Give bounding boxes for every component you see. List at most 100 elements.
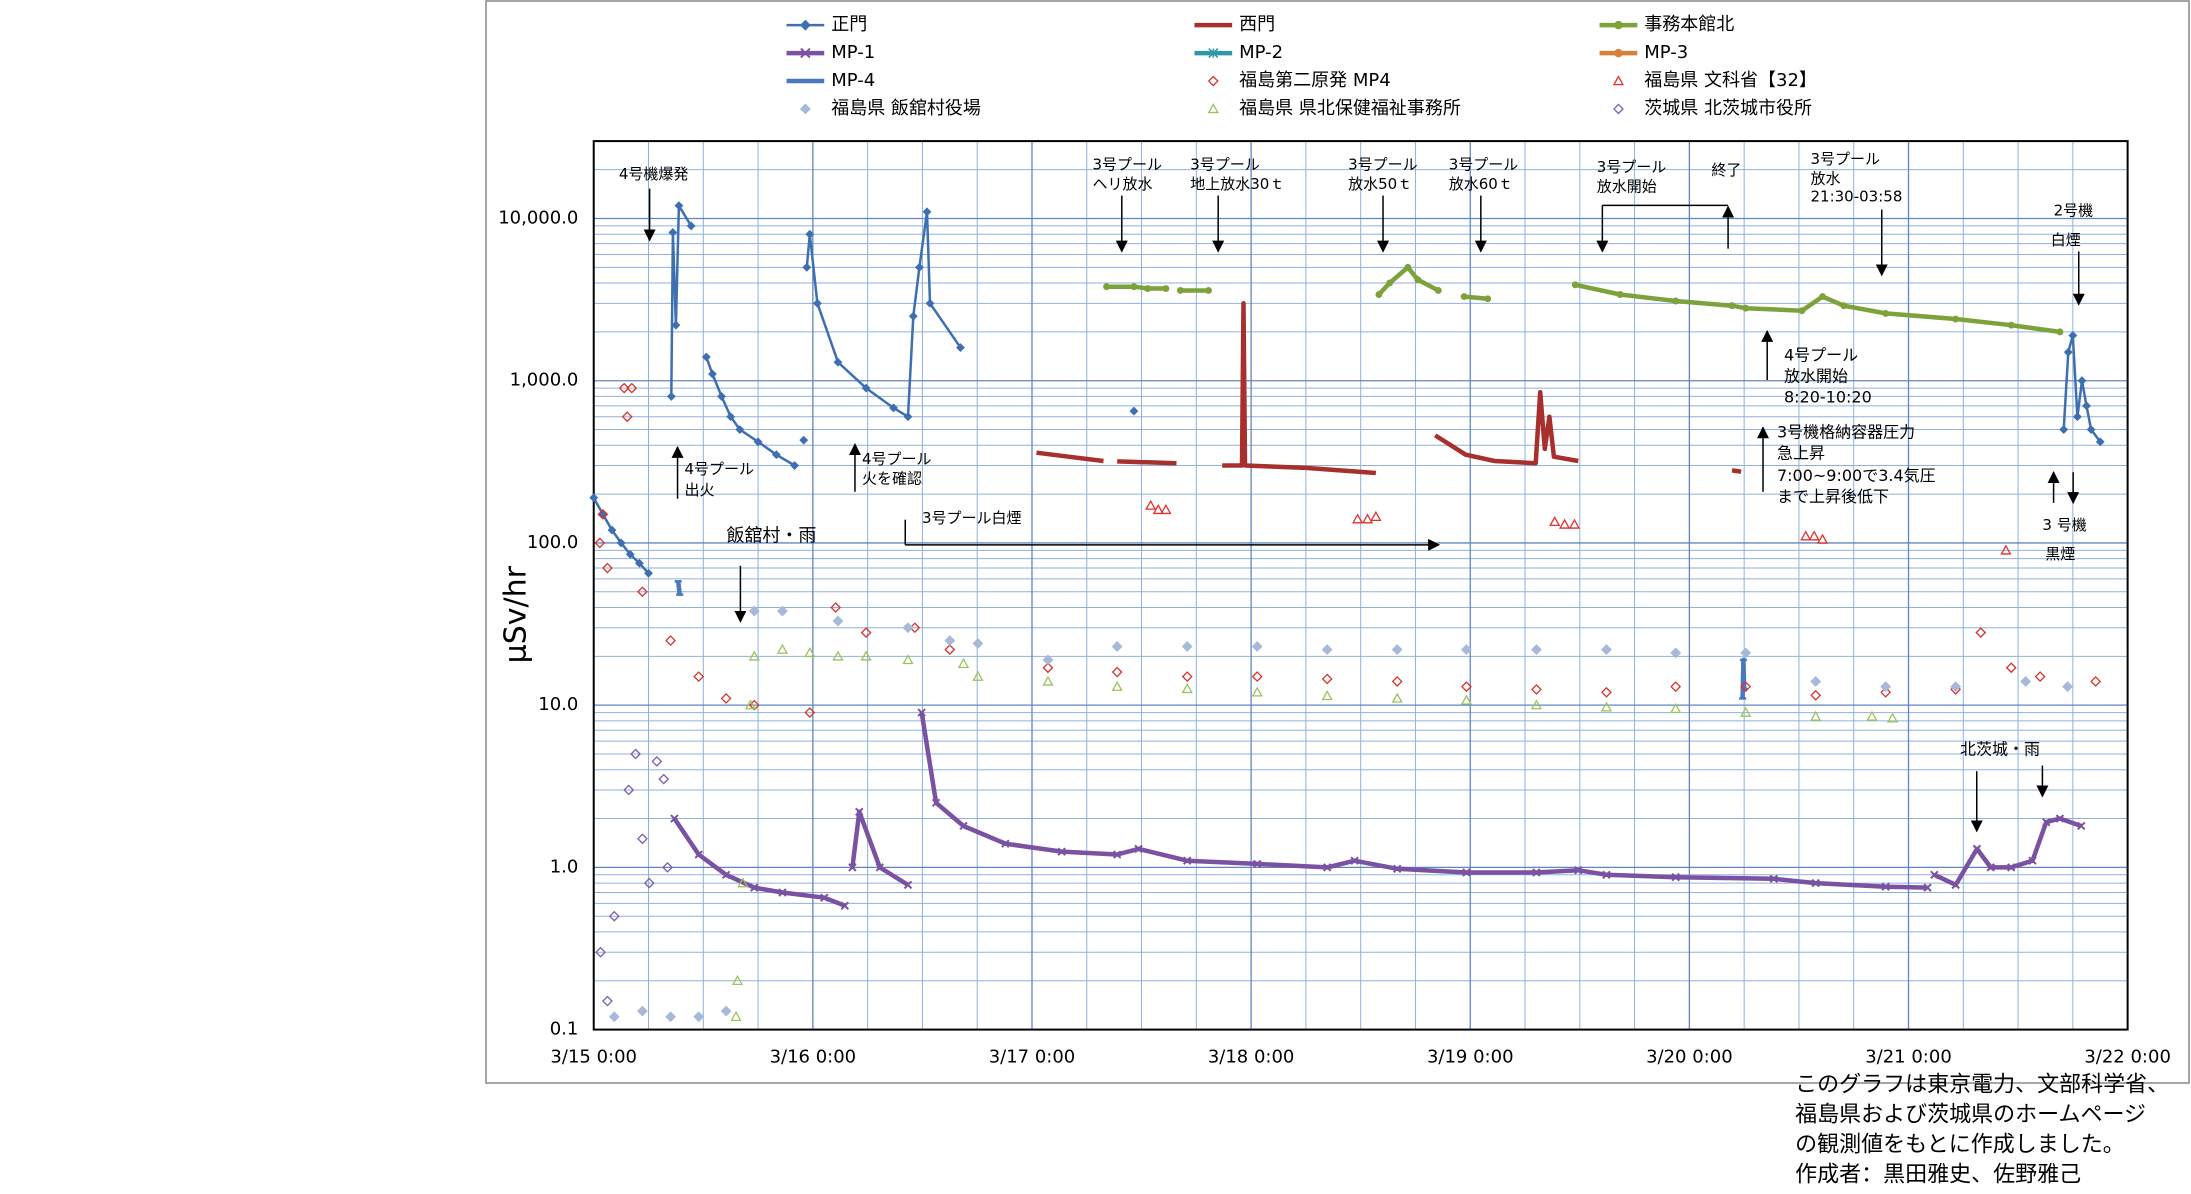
- annotation: 2号機: [2054, 201, 2094, 219]
- data-point: [1375, 291, 1383, 298]
- data-point: [1001, 839, 1010, 848]
- data-point: [902, 654, 914, 665]
- annotation: 3号機格納容器圧力: [1777, 423, 1915, 442]
- annotation: 4号プール: [685, 460, 755, 478]
- data-point: [2077, 821, 2086, 831]
- data-point: [1742, 304, 1750, 312]
- data-point: [1740, 647, 1752, 659]
- source-note: の観測値をもとに作成しました。: [1795, 1133, 2125, 1158]
- data-point: [799, 435, 809, 445]
- data-point: [1880, 681, 1892, 693]
- data-point: [972, 670, 984, 681]
- data-point: [666, 392, 676, 401]
- data-point: [914, 262, 924, 272]
- data-point: [1601, 686, 1612, 698]
- legend-entry: MP-4: [786, 70, 875, 91]
- data-point: [1986, 863, 1995, 872]
- data-point: [708, 369, 717, 379]
- x-tick-label: 3/19 0:00: [1427, 1047, 1514, 1068]
- data-point: [830, 602, 842, 613]
- data-point: [1404, 263, 1412, 271]
- data-point: [802, 262, 812, 272]
- data-point: [902, 622, 914, 634]
- data-point: [1251, 671, 1263, 683]
- data-point: [1880, 686, 1892, 698]
- annotation: 4号機爆発: [619, 165, 689, 183]
- data-point: [1129, 406, 1139, 416]
- legend-label: 事務本館北: [1644, 14, 1734, 35]
- data-point: [944, 635, 956, 647]
- data-point: [2059, 425, 2069, 434]
- annotation: 3号プール: [1092, 155, 1162, 173]
- data-point: [2077, 376, 2087, 386]
- annotation: 放水60ｔ: [1449, 175, 1513, 193]
- data-point: [2007, 321, 2015, 329]
- data-point: [1391, 644, 1403, 656]
- data-point: [1460, 694, 1473, 705]
- data-point: [1461, 644, 1472, 656]
- data-point: [1740, 681, 1752, 693]
- data-point: [908, 311, 918, 321]
- data-point: [2020, 676, 2032, 687]
- data-point: [1951, 880, 1960, 890]
- data-point: [1670, 681, 1682, 693]
- legend-marker: [1614, 20, 1623, 30]
- data-point: [1886, 712, 1899, 723]
- data-point: [1042, 654, 1054, 666]
- data-point: [1728, 302, 1736, 310]
- data-point: [744, 699, 757, 710]
- x-tick-label: 3/20 0:00: [1646, 1047, 1733, 1068]
- annotation: 3号プール: [1190, 155, 1260, 173]
- data-point: [957, 657, 970, 668]
- y-tick-label: 10.0: [538, 694, 578, 715]
- data-point: [1616, 291, 1624, 298]
- data-point: [658, 773, 670, 785]
- y-tick-label: 10,000.0: [498, 207, 578, 228]
- legend-entry: 福島県 飯舘村役場: [799, 98, 981, 119]
- data-point: [662, 861, 673, 873]
- data-point: [750, 883, 759, 892]
- data-point: [1042, 662, 1054, 674]
- data-point: [1568, 518, 1581, 529]
- annotation: 白煙: [2051, 231, 2081, 249]
- data-point: [634, 558, 644, 568]
- data-point: [2005, 662, 2017, 674]
- data-point: [1111, 641, 1123, 652]
- data-point: [1252, 859, 1262, 869]
- data-point: [2068, 331, 2078, 340]
- annotation: 地上放水30ｔ: [1190, 175, 1284, 193]
- data-point: [2082, 401, 2091, 411]
- data-point: [1042, 675, 1054, 686]
- data-point: [717, 392, 726, 401]
- data-point: [1434, 287, 1442, 294]
- data-point: [1350, 856, 1359, 865]
- legend-entry: 福島県 文科省【32】: [1612, 70, 1817, 91]
- data-point: [1321, 690, 1333, 701]
- data-point: [1370, 510, 1382, 522]
- data-point: [1530, 699, 1543, 710]
- data-point: [625, 549, 635, 559]
- data-point: [1321, 644, 1333, 656]
- annotation: 21:30-03:58: [1811, 187, 1903, 205]
- data-point: [2095, 437, 2105, 447]
- data-point: [1882, 309, 1890, 317]
- data-point: [776, 643, 789, 654]
- data-point: [623, 784, 635, 796]
- data-point: [602, 995, 613, 1007]
- data-point: [626, 382, 638, 394]
- legend-label: MP-1: [831, 42, 875, 63]
- data-point: [618, 382, 630, 394]
- y-axis-label: μSv/hr: [498, 565, 533, 663]
- legend-marker: [799, 103, 811, 115]
- annotation: 放水開始: [1784, 367, 1848, 386]
- data-point: [1950, 681, 1962, 693]
- annotation: 飯舘村・雨: [726, 525, 816, 546]
- data-point: [1461, 681, 1472, 693]
- x-tick-label: 3/15 0:00: [550, 1047, 637, 1068]
- data-point: [665, 635, 676, 647]
- data-point: [813, 298, 822, 308]
- data-point: [595, 946, 606, 958]
- legend-entry: 西門: [1194, 14, 1275, 35]
- data-point: [693, 1011, 705, 1023]
- annotation: 放水50ｔ: [1348, 175, 1412, 193]
